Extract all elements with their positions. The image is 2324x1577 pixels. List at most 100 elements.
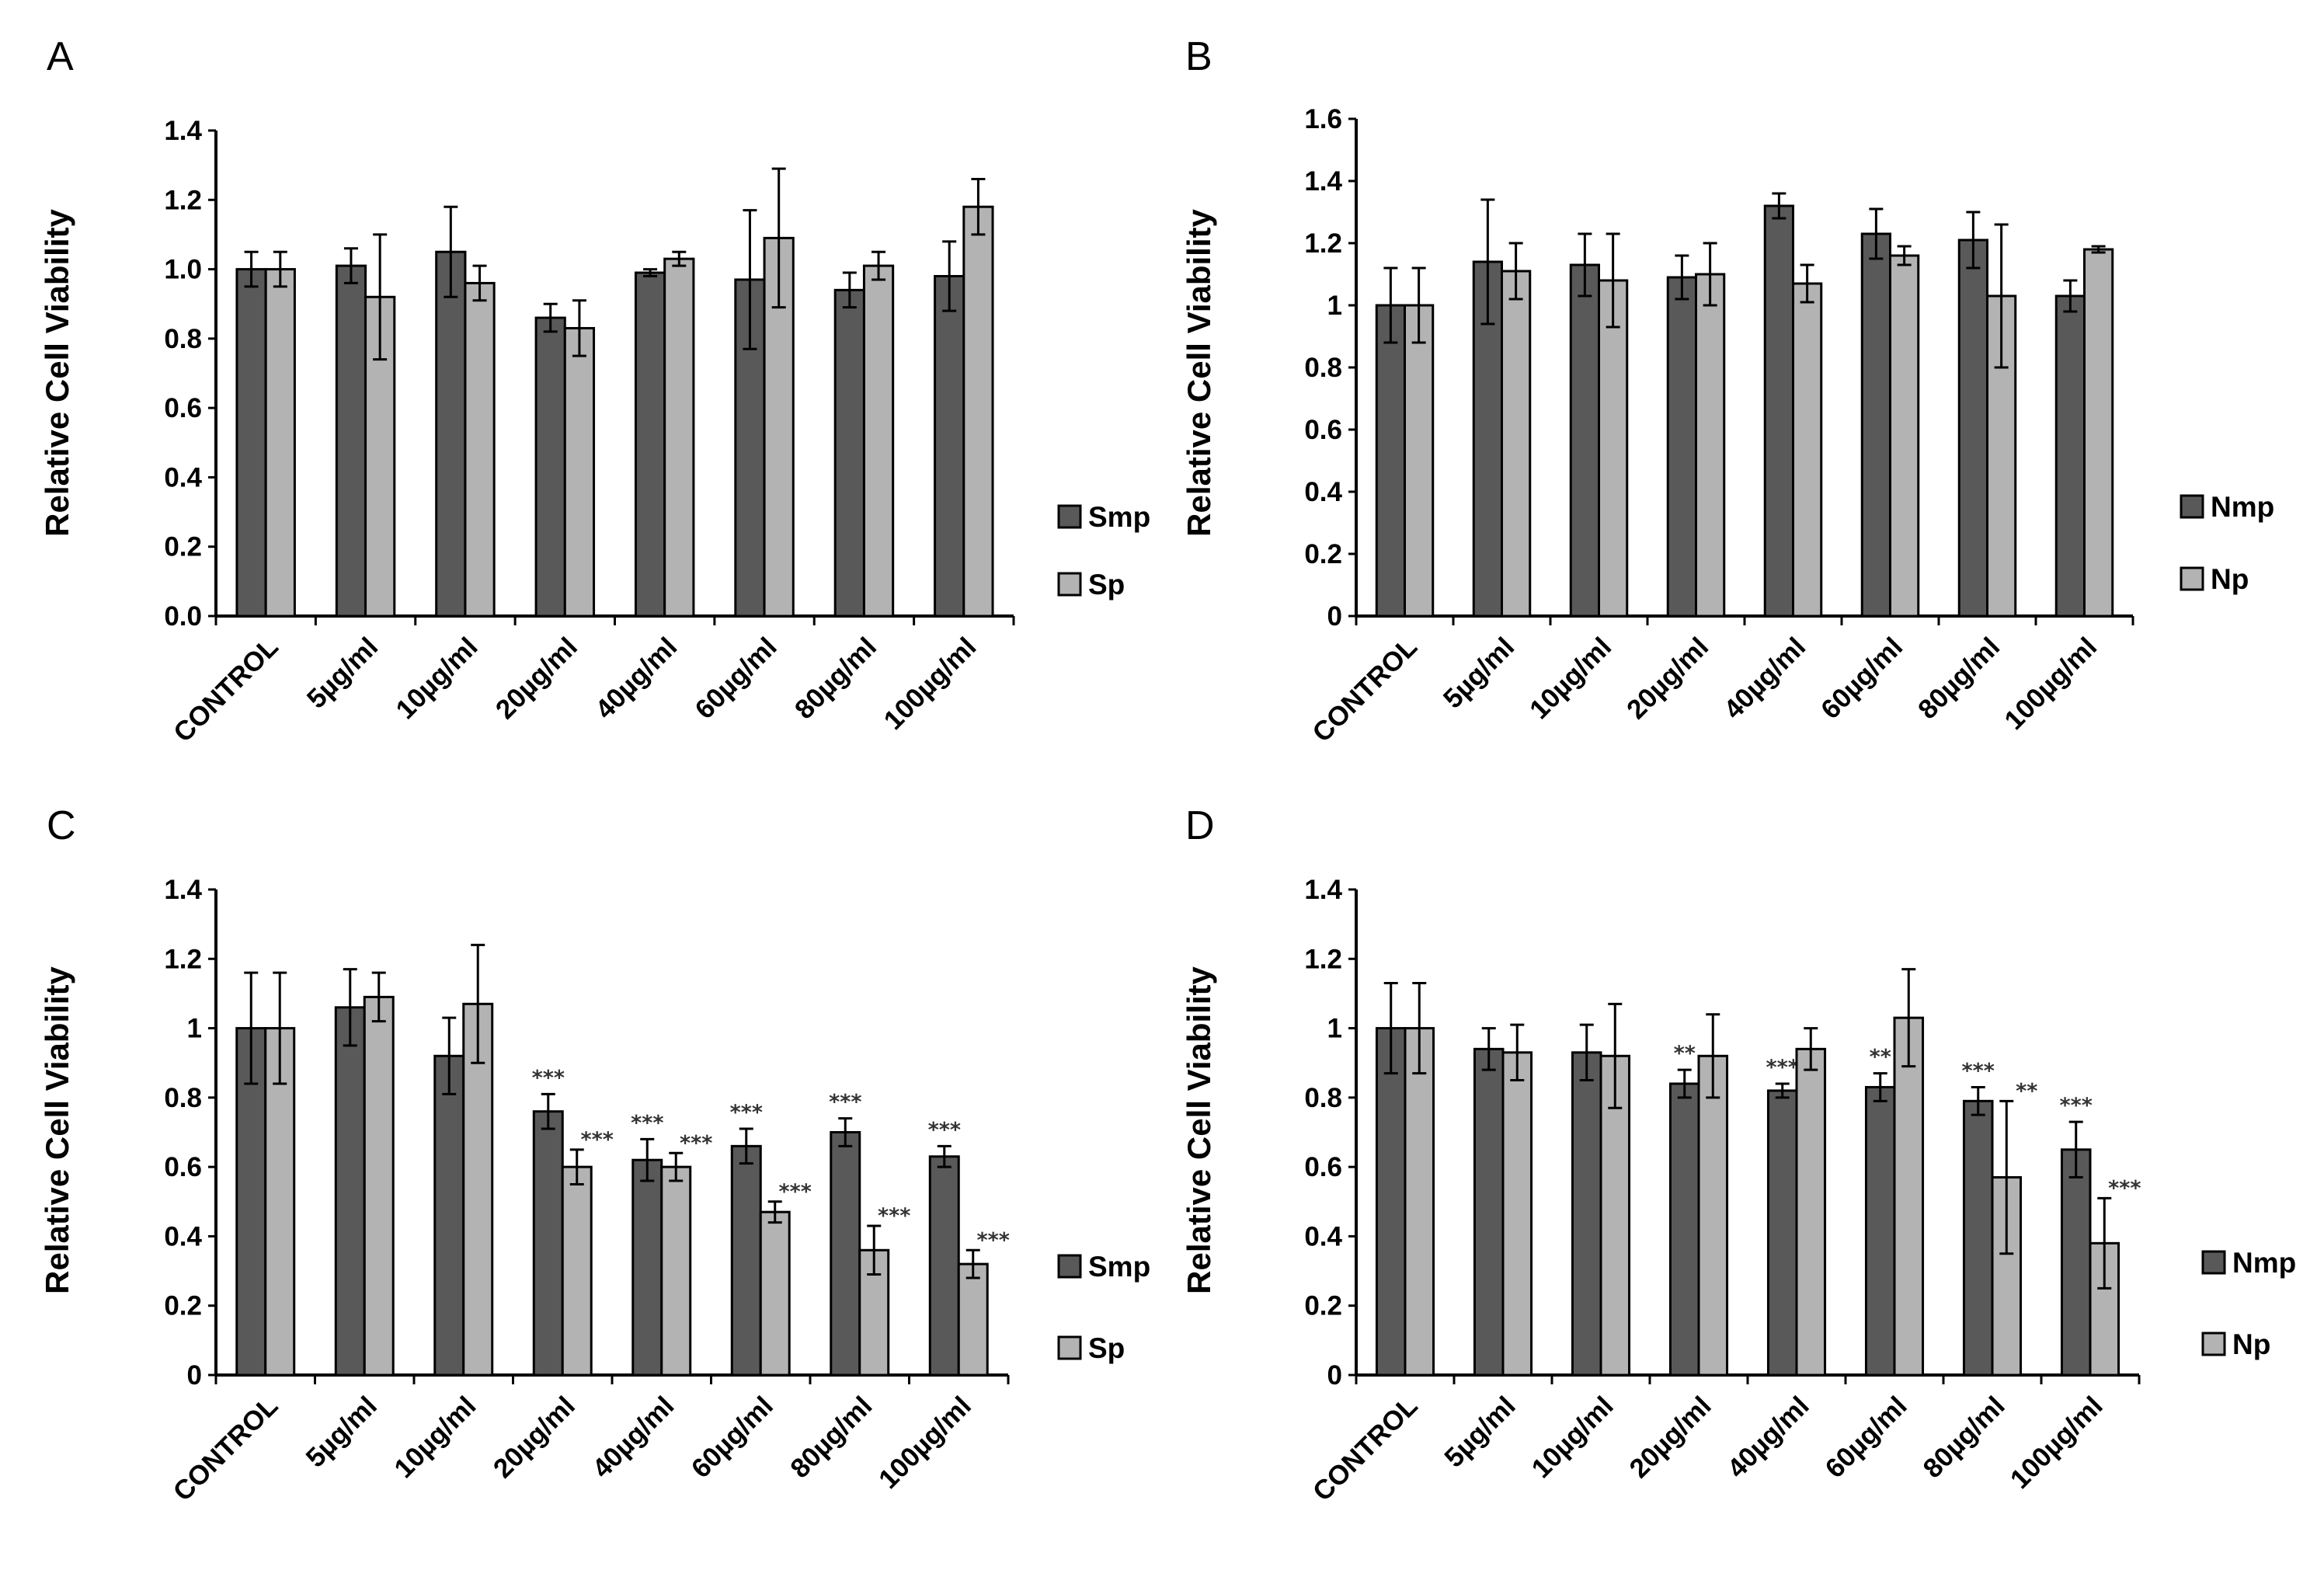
x-tick-label: 20µg/ml [488,1391,581,1484]
error-bar [1481,1027,1496,1071]
bar-sp [264,268,296,618]
x-tick-label: CONTROL [167,1391,284,1507]
bar-sp [759,1210,791,1377]
error-bar [442,1016,457,1095]
y-tick-label: 0.0 [164,601,202,632]
error-bar [1873,1072,1887,1102]
error-bar [1480,198,1495,325]
bar-smp [934,275,965,618]
panel-letter: D [1185,803,1215,848]
error-bar [842,271,857,309]
significance-marker: *** [680,1131,712,1155]
x-tick-label: CONTROL [1306,632,1423,748]
bar-np [1695,273,1726,618]
bar-smp [534,316,566,618]
error-bar [1411,266,1426,344]
error-bar [942,240,957,312]
bar-smp [833,288,865,618]
x-tick-label: 5µg/ml [1438,632,1520,714]
significance-marker: *** [1962,1059,1995,1083]
bar-np [1404,1027,1435,1377]
x-tick-label: 5µg/ml [300,1391,382,1473]
bar-sp [957,1262,989,1377]
chart-panel-c: C Relative Cell Viability 0 0.2 0.4 0.6 0.8 1 1.… [39,803,1150,1507]
bar-smp [532,1110,564,1377]
error-bar [273,250,287,288]
bar-nmp [1375,304,1406,618]
error-bar [1383,266,1398,344]
bar-nmp [1375,1027,1407,1377]
x-tick-label: 40µg/ml [590,632,683,725]
legend-label: Sp [1088,1332,1125,1364]
error-bar [1579,1023,1594,1082]
panel-letter: B [1185,34,1212,79]
error-bar [1578,232,1592,298]
bar-smp [928,1155,960,1377]
bar-nmp [2054,294,2086,618]
bar-smp [631,1158,663,1377]
legend-label: Smp [1088,501,1150,533]
y-tick-label: 1.4 [164,875,202,905]
bar-sp [464,281,496,618]
error-bar [1508,242,1523,301]
significance-marker: *** [730,1101,763,1125]
bar-nmp [1957,238,1988,618]
error-bar [937,1144,952,1168]
error-bar [1869,207,1884,260]
legend-swatch-sp [1057,1335,1082,1360]
y-tick-label: 1 [187,1014,202,1044]
bar-nmp [1473,1047,1505,1377]
error-bar [1901,968,1916,1068]
legend-label: Np [2211,563,2249,595]
bar-nmp [1571,1051,1602,1377]
error-bar [343,247,358,284]
x-tick-label: 100µg/ml [1999,632,2103,736]
significance-marker: *** [779,1180,812,1204]
error-bar [273,971,287,1085]
legend-label: Nmp [2211,491,2274,523]
bar-nmp [1569,263,1600,618]
error-bar [543,302,558,333]
x-tick-label: 60µg/ml [1819,1391,1912,1484]
y-tick-label: 0 [1327,1360,1342,1391]
legend-swatch-nmp [2180,494,2204,519]
x-tick-label: 40µg/ml [1721,1391,1814,1484]
y-tick-label: 0.2 [164,532,202,562]
error-bar [867,1224,882,1276]
bar-np [1501,1051,1533,1377]
y-tick-label: 0.4 [164,1221,202,1252]
bar-smp [435,250,467,618]
error-bar [1412,982,1427,1075]
x-tick-label: 80µg/ml [1917,1391,2010,1484]
y-tick-label: 0.8 [1304,353,1342,383]
legend-label: Smp [1088,1251,1150,1283]
error-bar [371,971,386,1023]
y-tick-label: 0.8 [1304,1083,1342,1113]
error-bar [2068,1120,2083,1179]
error-bar [244,250,259,288]
bar-smp [235,268,267,618]
legend-swatch-smp [1057,1254,1082,1279]
error-bar [1706,1013,1720,1099]
legend-label: Np [2232,1328,2270,1360]
error-bar [2063,279,2078,313]
error-bar [1804,1027,1818,1071]
error-bar [767,1200,782,1224]
bar-smp [433,1054,465,1377]
bar-sp [462,1002,494,1377]
y-tick-label: 0.6 [164,393,202,423]
error-bar [373,233,388,361]
y-tick-label: 1.0 [164,255,202,285]
error-bar [471,943,485,1064]
error-bar [343,968,357,1047]
significance-marker: *** [829,1091,861,1115]
error-bar [1383,982,1398,1075]
x-tick-label: 10µg/ml [388,1391,482,1484]
x-tick-label: 10µg/ml [1524,632,1617,725]
x-tick-label: 10µg/ml [1526,1391,1619,1484]
bar-smp [334,1006,366,1377]
y-tick-label: 1.4 [1304,875,1342,905]
bar-sp [363,995,395,1377]
error-bar [1703,242,1717,307]
x-tick-label: 5µg/ml [1439,1391,1521,1473]
